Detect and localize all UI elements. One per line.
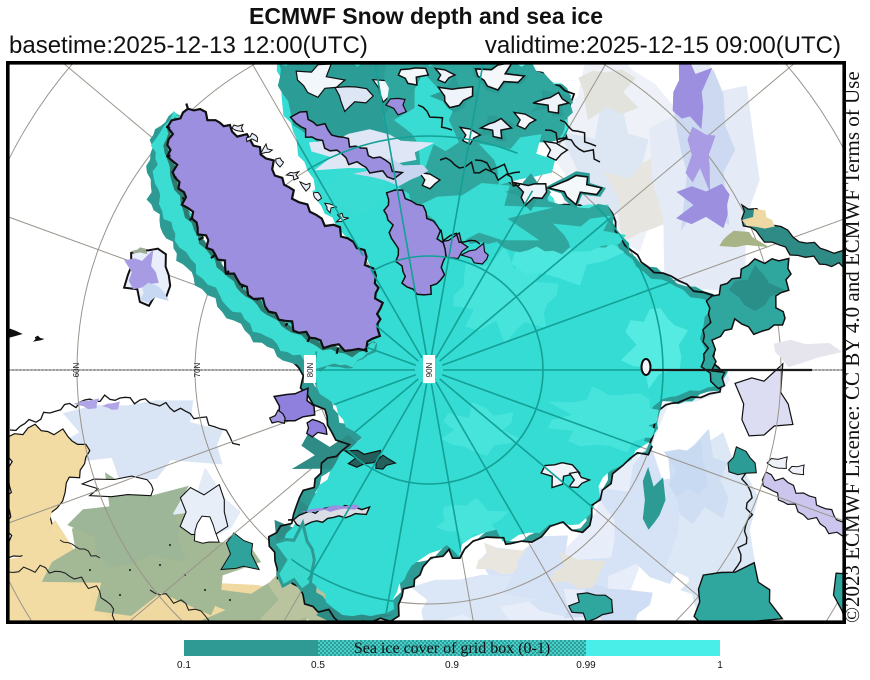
- svg-text:©2023 ECMWF Licence: CC BY 4.0: ©2023 ECMWF Licence: CC BY 4.0 and ECMWF…: [840, 71, 864, 623]
- svg-text:90N: 90N: [425, 362, 434, 377]
- svg-text:0.5: 0.5: [311, 660, 325, 671]
- svg-text:ECMWF Snow depth and sea ice: ECMWF Snow depth and sea ice: [249, 3, 603, 29]
- svg-text:60N: 60N: [72, 362, 81, 377]
- svg-text:basetime:2025-12-13 12:00(UTC): basetime:2025-12-13 12:00(UTC): [9, 32, 368, 59]
- svg-text:0.99: 0.99: [576, 660, 596, 671]
- svg-text:validtime:2025-12-15 09:00(UTC: validtime:2025-12-15 09:00(UTC): [485, 32, 841, 59]
- svg-text:70N: 70N: [193, 362, 202, 377]
- svg-text:0.1: 0.1: [177, 660, 191, 671]
- svg-text:Sea ice cover of grid box (0-1: Sea ice cover of grid box (0-1): [354, 640, 550, 657]
- svg-text:80N: 80N: [306, 362, 315, 377]
- svg-text:0.9: 0.9: [445, 660, 459, 671]
- svg-text:1: 1: [717, 660, 723, 671]
